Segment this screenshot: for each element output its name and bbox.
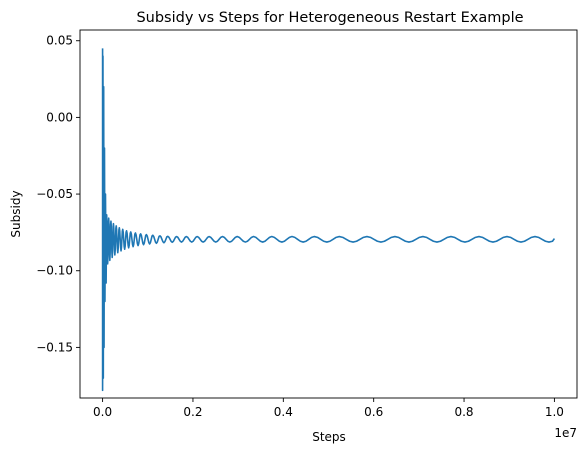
plot-area: [101, 48, 556, 392]
x-axis-ticks: 0.0 0.2 0.4 0.6 0.8 1.0: [93, 398, 564, 419]
y-tick-label: −0.15: [36, 340, 73, 354]
x-axis-offset-label: 1e7: [554, 426, 577, 440]
y-tick-label: −0.05: [36, 187, 73, 201]
y-axis-ticks: −0.15 −0.10 −0.05 0.00 0.05: [36, 34, 80, 354]
y-tick-label: −0.10: [36, 264, 73, 278]
x-axis-label: Steps: [312, 430, 346, 444]
x-tick-label: 0.2: [183, 405, 202, 419]
y-tick-label: 0.00: [46, 110, 73, 124]
y-tick-label: 0.05: [46, 34, 73, 48]
x-tick-label: 1.0: [545, 405, 564, 419]
x-tick-label: 0.8: [454, 405, 473, 419]
series-line-subsidy: [101, 48, 556, 392]
axes-frame: [79, 29, 578, 399]
x-tick-label: 0.6: [364, 405, 383, 419]
x-tick-label: 0.0: [93, 405, 112, 419]
x-tick-label: 0.4: [274, 405, 293, 419]
chart-title: Subsidy vs Steps for Heterogeneous Resta…: [136, 10, 523, 26]
y-axis-label: Subsidy: [9, 190, 23, 237]
